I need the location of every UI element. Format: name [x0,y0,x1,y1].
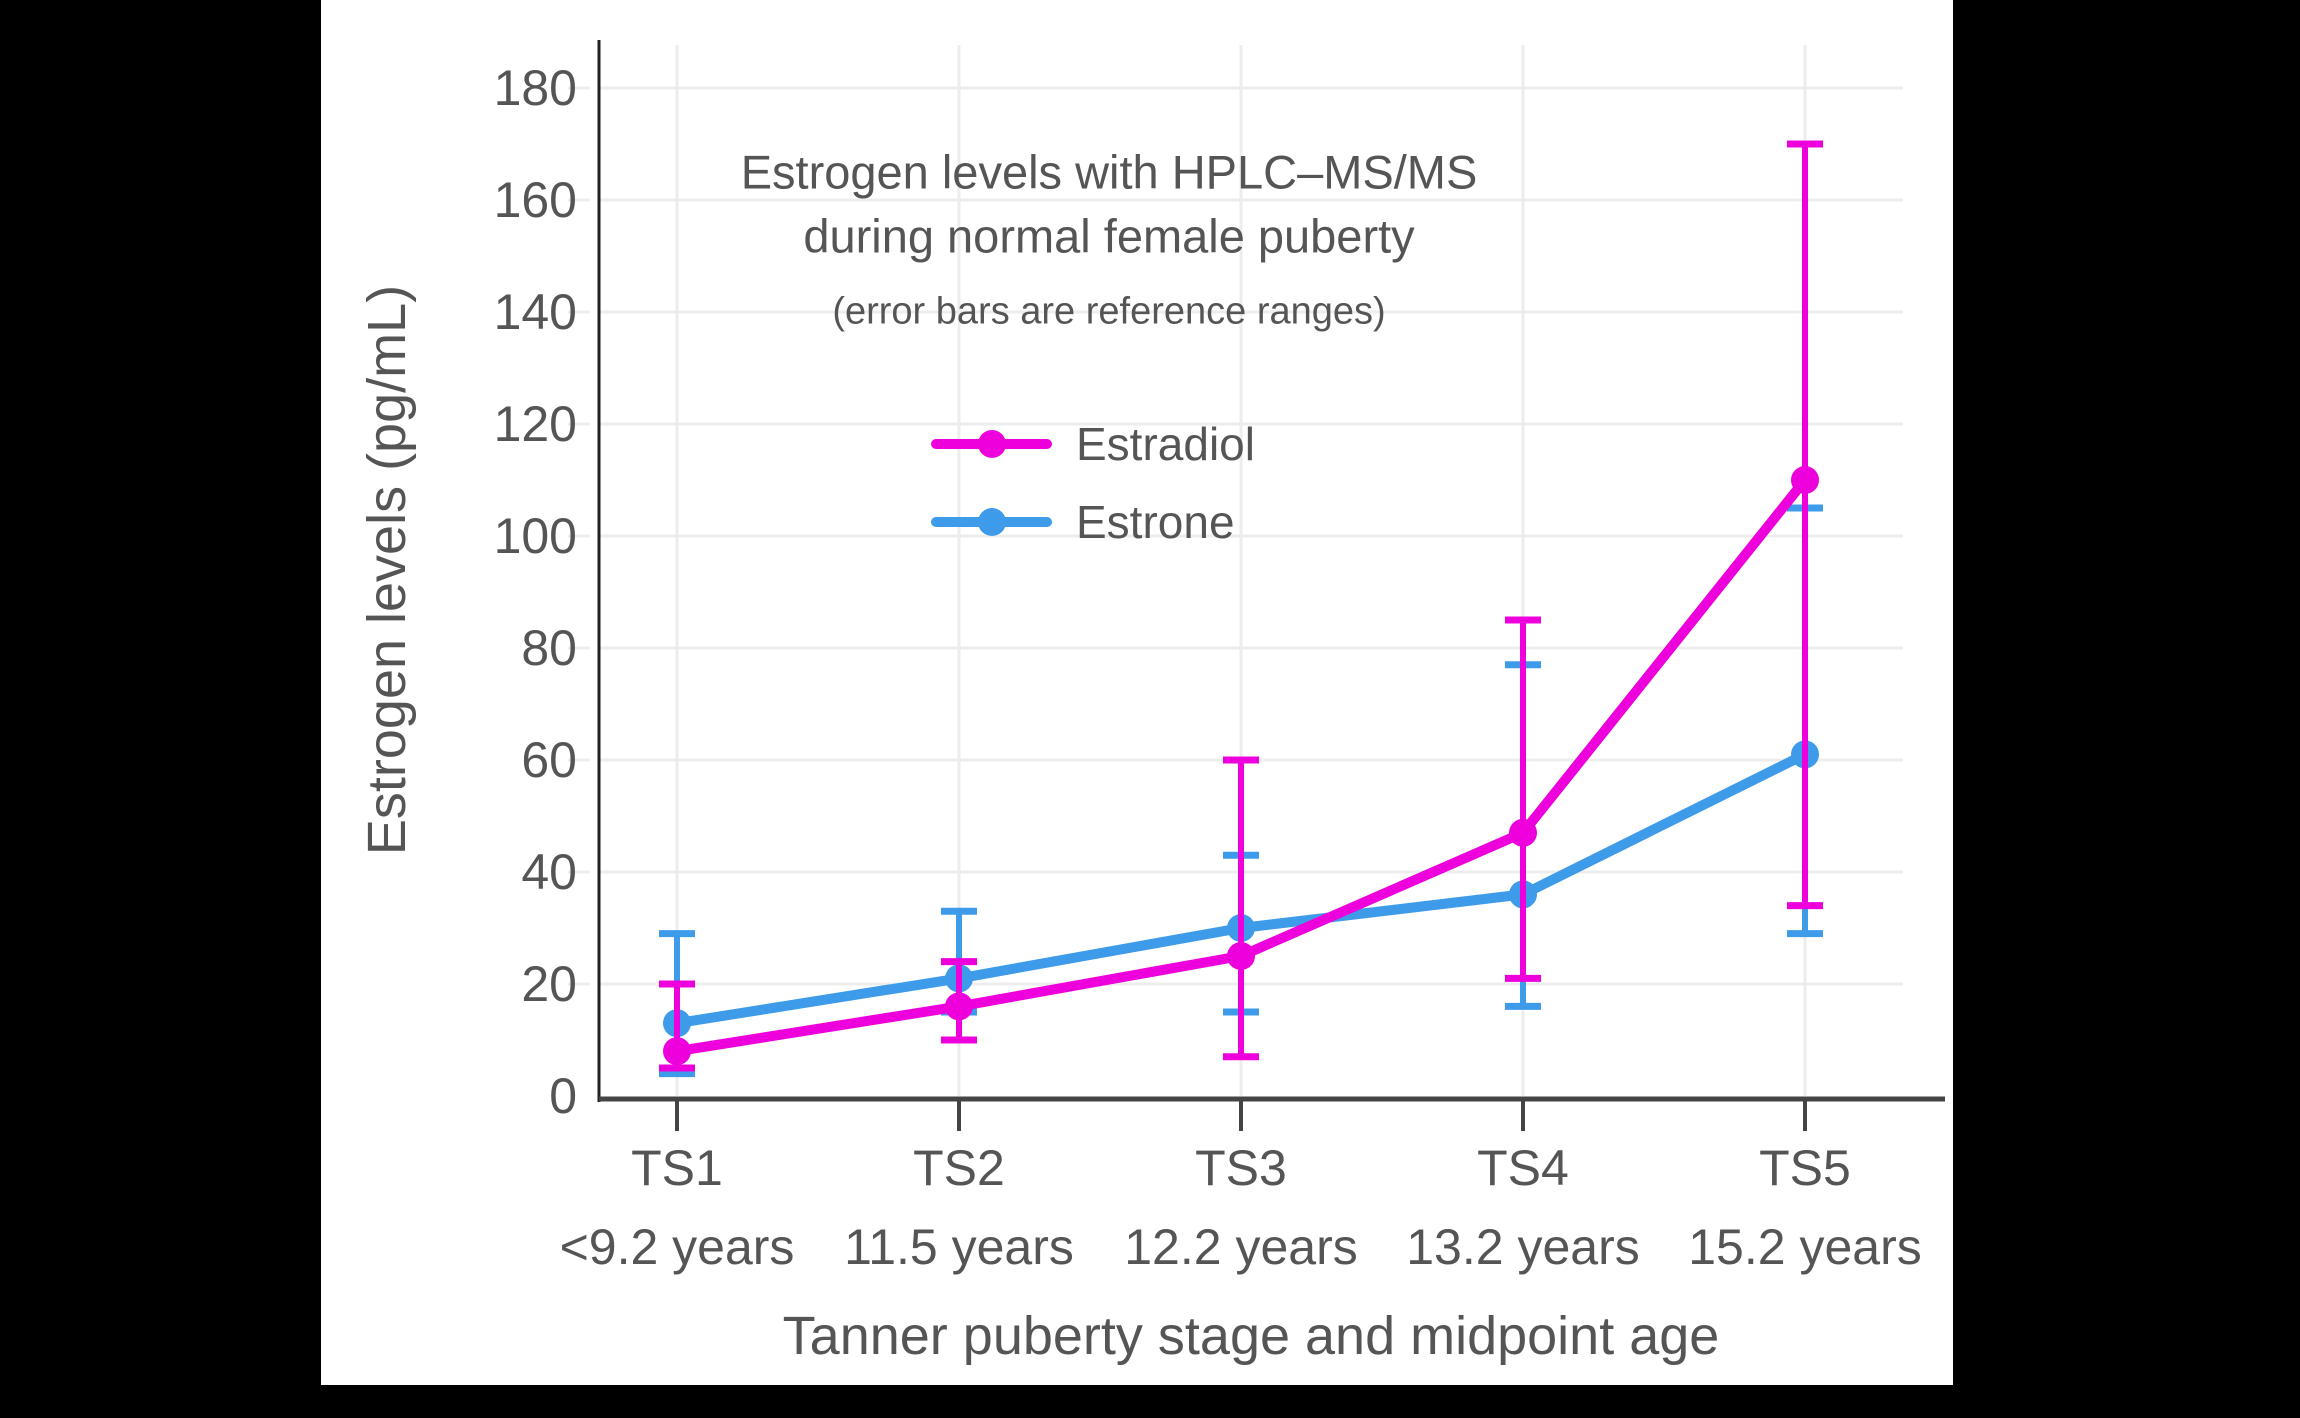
legend-label-estradiol: Estradiol [1076,418,1255,470]
x-age-label: 12.2 years [1124,1219,1358,1275]
y-tick-label: 100 [493,508,577,564]
y-tick-label: 20 [521,956,577,1012]
estradiol-data-point [945,992,973,1021]
x-age-label: 13.2 years [1406,1219,1640,1275]
estradiol-data-point [1227,942,1255,970]
y-tick-label: 180 [493,60,577,116]
y-tick-label: 80 [521,620,577,676]
estradiol-data-point [1509,818,1537,847]
x-age-label: 11.5 years [844,1219,1074,1275]
legend-item-estradiol: Estradiol [931,405,1255,483]
y-axis-title: Estrogen levels (pg/mL) [357,284,417,856]
estrone-marker-icon [977,508,1006,536]
chart-panel [321,0,1953,1385]
y-tick-label: 0 [549,1068,577,1124]
y-tick-label: 120 [493,396,577,452]
estradiol-data-point [663,1037,691,1066]
estradiol-line-swatch [931,430,1052,458]
estradiol-data-point [1791,466,1819,494]
x-tick-label: TS2 [913,1140,1005,1196]
x-tick-label: TS5 [1759,1140,1851,1196]
chart-title: Estrogen levels with HPLC–MS/MS [740,145,1478,199]
x-age-label: <9.2 years [559,1219,795,1275]
estrone-line-swatch [931,508,1052,536]
y-tick-label: 40 [521,844,577,900]
x-tick-label: TS4 [1477,1140,1569,1196]
estradiol-marker-icon [977,430,1006,458]
x-age-label: 15.2 years [1688,1219,1922,1275]
legend: Estradiol Estrone [931,405,1255,561]
chart-title-line2: during normal female puberty [803,209,1415,263]
legend-label-estrone: Estrone [1076,496,1235,548]
chart-subtitle: (error bars are reference ranges) [832,290,1386,333]
x-axis-title: Tanner puberty stage and midpoint age [782,1306,1720,1366]
x-tick-label: TS3 [1195,1140,1287,1196]
x-tick-label: TS1 [631,1140,723,1196]
y-tick-label: 140 [493,284,577,340]
legend-item-estrone: Estrone [931,483,1255,561]
y-tick-label: 60 [521,732,577,788]
y-tick-label: 160 [493,172,577,228]
